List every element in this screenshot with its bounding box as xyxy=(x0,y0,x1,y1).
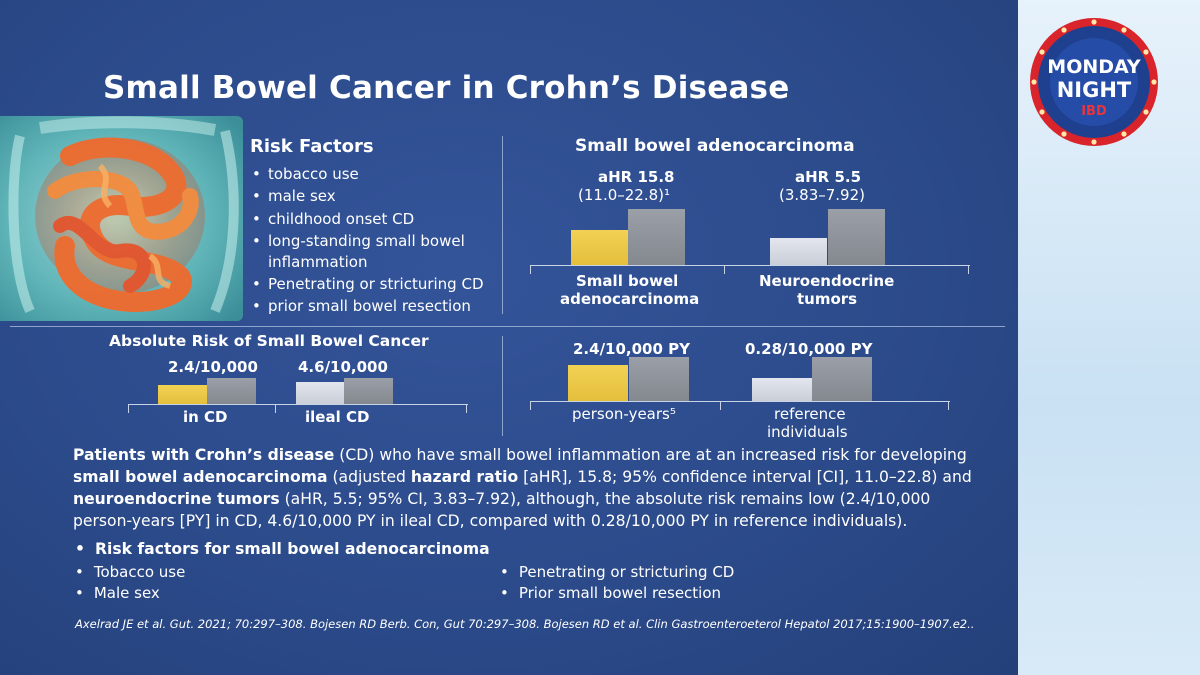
chart-bar xyxy=(568,365,628,401)
bullet-item: Tobacco use xyxy=(75,563,186,581)
summary-bold: neuroendocrine tumors xyxy=(73,490,280,508)
chart-bar xyxy=(158,385,207,404)
chart1-category-label: adenocarcinoma xyxy=(560,290,700,308)
chart3-tick xyxy=(720,401,721,410)
chart3-category-label: reference xyxy=(774,405,846,423)
intestine-illustration xyxy=(0,116,243,321)
chart-bar xyxy=(828,209,885,265)
bullet-item: Prior small bowel resection xyxy=(500,584,721,602)
chart2-value-label: 2.4/10,000 xyxy=(168,358,258,376)
logo-line-3: IBD xyxy=(1081,104,1107,119)
chart1-value-label: (11.0–22.8)¹ xyxy=(578,186,671,204)
chart2-axis xyxy=(128,404,468,405)
summary-text: [aHR], 15.8; 95% confidence interval [CI… xyxy=(518,468,972,486)
chart3-value-label: 0.28/10,000 PY xyxy=(745,340,873,358)
horizontal-divider xyxy=(10,326,1005,327)
chart1-value-label: aHR 15.8 xyxy=(598,168,675,186)
summary-bold: hazard ratio xyxy=(410,468,519,486)
risk-factor-item: tobacco use xyxy=(250,164,500,185)
chart2-category-label: in CD xyxy=(183,408,228,426)
chart2-tick xyxy=(128,404,129,413)
chart1-tick xyxy=(530,265,531,274)
summary-text: (aHR, 5.5; 95% CI, 3.83–7.92), although,… xyxy=(73,490,931,530)
chart1-value-label: (3.83–7.92) xyxy=(779,186,866,204)
risk-factor-item: childhood onset CD xyxy=(250,209,500,230)
logo-line-1: MONDAY xyxy=(1047,56,1141,78)
summary-bold: small bowel adenocarcinoma xyxy=(73,468,328,486)
chart1-category-label: tumors xyxy=(797,290,858,308)
intestine-illustration-graphic xyxy=(0,116,243,321)
chart3-value-label: 2.4/10,000 PY xyxy=(573,340,691,358)
chart2-tick xyxy=(466,404,467,413)
summary-text: (adjusted xyxy=(327,468,411,486)
vertical-divider-bottom xyxy=(502,336,503,436)
chart3-category-label: individuals xyxy=(767,423,848,441)
risk-factor-item: Penetrating or stricturing CD xyxy=(250,274,500,295)
chart-bar xyxy=(752,378,812,401)
chart-bar xyxy=(628,209,685,265)
chart1-category-label: Neuroendocrine xyxy=(759,272,895,290)
chart3-category-label: person-years⁵ xyxy=(572,405,676,423)
chart2-category-label: ileal CD xyxy=(305,408,370,426)
risk-factor-item: prior small bowel resection xyxy=(250,296,500,317)
slide-title: Small Bowel Cancer in Crohn’s Disease xyxy=(103,70,790,106)
chart-bar xyxy=(812,357,872,401)
risk-factors-list: tobacco use male sex childhood onset CD … xyxy=(250,164,500,319)
chart-bar xyxy=(571,230,628,265)
logo-badge-icon xyxy=(1030,18,1158,146)
summary-paragraph: Patients with Crohn’s disease (CD) who h… xyxy=(73,444,973,532)
chart1-tick xyxy=(724,265,725,274)
chart1-tick xyxy=(968,265,969,274)
risk-factor-item: long-standing small bowel inflammation xyxy=(250,231,500,273)
chart2-value-label: 4.6/10,000 xyxy=(298,358,388,376)
risk-factor-item: male sex xyxy=(250,186,500,207)
chart2-tick xyxy=(275,404,276,413)
chart3-tick xyxy=(948,401,949,410)
chart3-tick xyxy=(530,401,531,410)
chart1-value-label: aHR 5.5 xyxy=(795,168,862,186)
logo-line-2: NIGHT xyxy=(1056,78,1132,102)
slide: Small Bowel Cancer in Crohn’s Disease xyxy=(0,0,1018,675)
chart2-title: Absolute Risk of Small Bowel Cancer xyxy=(109,332,429,350)
bullet-item: Penetrating or stricturing CD xyxy=(500,563,735,581)
chart-bar xyxy=(770,238,827,265)
chart-bar xyxy=(296,382,345,404)
vertical-divider-top xyxy=(502,136,503,314)
summary-text: (CD) who have small bowel inflammation a… xyxy=(334,446,967,464)
chart1-category-label: Small bowel xyxy=(576,272,679,290)
chart-bar xyxy=(207,378,256,404)
chart1-axis xyxy=(530,265,970,266)
chart3-axis xyxy=(530,401,950,402)
bullets-heading: Risk factors for small bowel adenocarcin… xyxy=(75,540,490,558)
chart-bar xyxy=(629,357,689,401)
chart1-title: Small bowel adenocarcinoma xyxy=(575,136,855,156)
risk-factors-heading: Risk Factors xyxy=(250,136,374,157)
chart-bar xyxy=(344,378,393,404)
bullet-item: Male sex xyxy=(75,584,160,602)
citations: Axelrad JE et al. Gut. 2021; 70:297–308.… xyxy=(75,617,975,631)
monday-night-ibd-logo: MONDAY NIGHT IBD xyxy=(1028,16,1160,148)
summary-bold: Patients with Crohn’s disease xyxy=(73,446,335,464)
